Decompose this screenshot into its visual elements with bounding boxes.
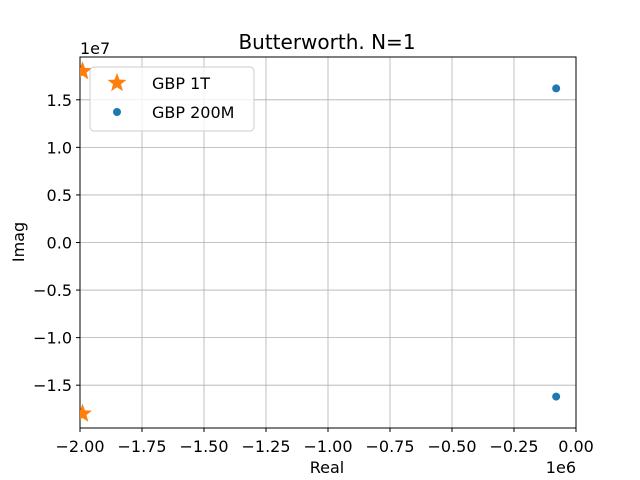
x-tick-label: −2.00: [55, 437, 104, 456]
x-tick-label: −1.25: [241, 437, 290, 456]
legend-frame: [89, 66, 255, 132]
x-tick-label: −1.75: [117, 437, 166, 456]
x-tick-label: −0.50: [427, 437, 476, 456]
x-axis-label: Real: [310, 458, 345, 477]
star-point-gbp-1t: [80, 61, 92, 80]
y-tick-label: −1.0: [33, 329, 72, 348]
x-axis: −2.00 −1.75 −1.50 −1.25 −1.00 −0.75 −0.50 −0.25…: [55, 428, 594, 456]
legend-marker-circle: [113, 108, 121, 116]
star-point-gbp-1t: [80, 403, 92, 422]
y-axis-label: Imag: [9, 222, 28, 262]
y-tick-label: 1.0: [47, 138, 72, 157]
legend-entry-gbp-1t: GBP 1T: [152, 74, 210, 93]
x-offset-label: 1e6: [546, 458, 576, 477]
grid: [79, 57, 577, 428]
y-tick-label: −0.5: [33, 281, 72, 300]
legend: GBP 1T GBP 200M: [89, 66, 255, 132]
x-tick-label: −0.75: [365, 437, 414, 456]
legend-star-icon: [107, 73, 127, 92]
data-points: [80, 61, 561, 422]
y-tick-label: 0.5: [47, 186, 72, 205]
x-tick-label: −1.00: [303, 437, 352, 456]
circle-point-gbp-200m: [552, 84, 561, 93]
y-axis: −1.5 −1.0 −0.5 0.0 0.5 1.0 1.5: [33, 91, 80, 395]
x-tick-label: 0.00: [558, 437, 594, 456]
chart-title: Butterworth. N=1: [238, 30, 415, 54]
y-tick-label: −1.5: [33, 376, 72, 395]
circle-point-gbp-200m: [552, 392, 561, 401]
y-offset-label: 1e7: [80, 39, 110, 58]
y-tick-label: 1.5: [47, 91, 72, 110]
legend-circle-icon: [113, 108, 121, 116]
x-tick-label: −0.25: [489, 437, 538, 456]
x-tick-label: −1.50: [179, 437, 228, 456]
y-tick-label: 0.0: [47, 234, 72, 253]
legend-marker-star: [107, 73, 127, 92]
legend-entry-gbp-200m: GBP 200M: [152, 103, 234, 122]
